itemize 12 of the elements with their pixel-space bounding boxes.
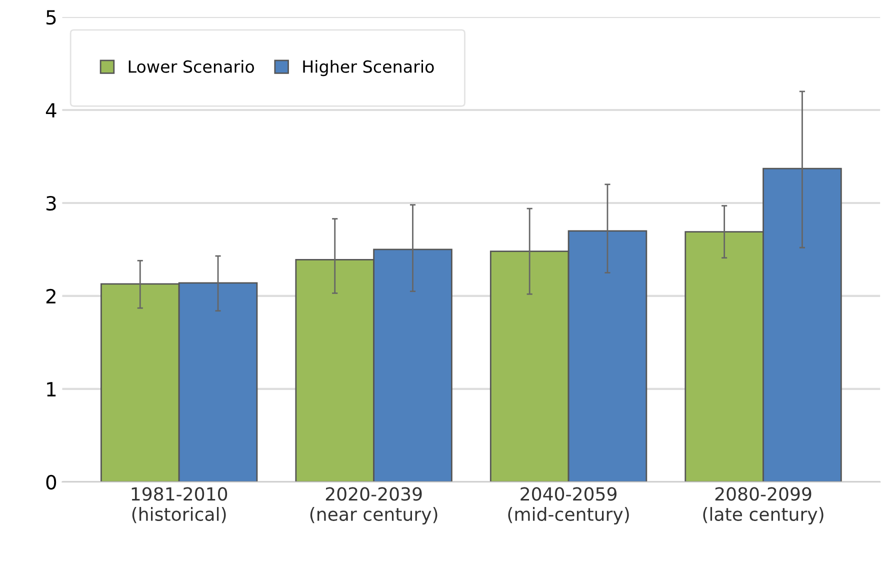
y-tick-label: 2: [46, 288, 56, 304]
legend-label: Higher Scenario: [303, 60, 434, 76]
y-tick-label: 1: [47, 382, 56, 396]
y-tick-label: 0: [46, 474, 56, 490]
y-tick-label: 3: [46, 196, 56, 211]
x-tick-label: 2040-2059 (mid-century): [508, 487, 629, 525]
x-tick-label: 2080-2099 (late century): [703, 487, 824, 525]
y-tick-label: 4: [46, 103, 56, 118]
x-tick-label: 2020-2039 (near century): [310, 487, 438, 525]
legend-label: Lower Scenario: [128, 60, 254, 73]
y-tick-label: 5: [46, 10, 56, 25]
x-tick-label: 1981-2010 (historical): [132, 487, 228, 524]
